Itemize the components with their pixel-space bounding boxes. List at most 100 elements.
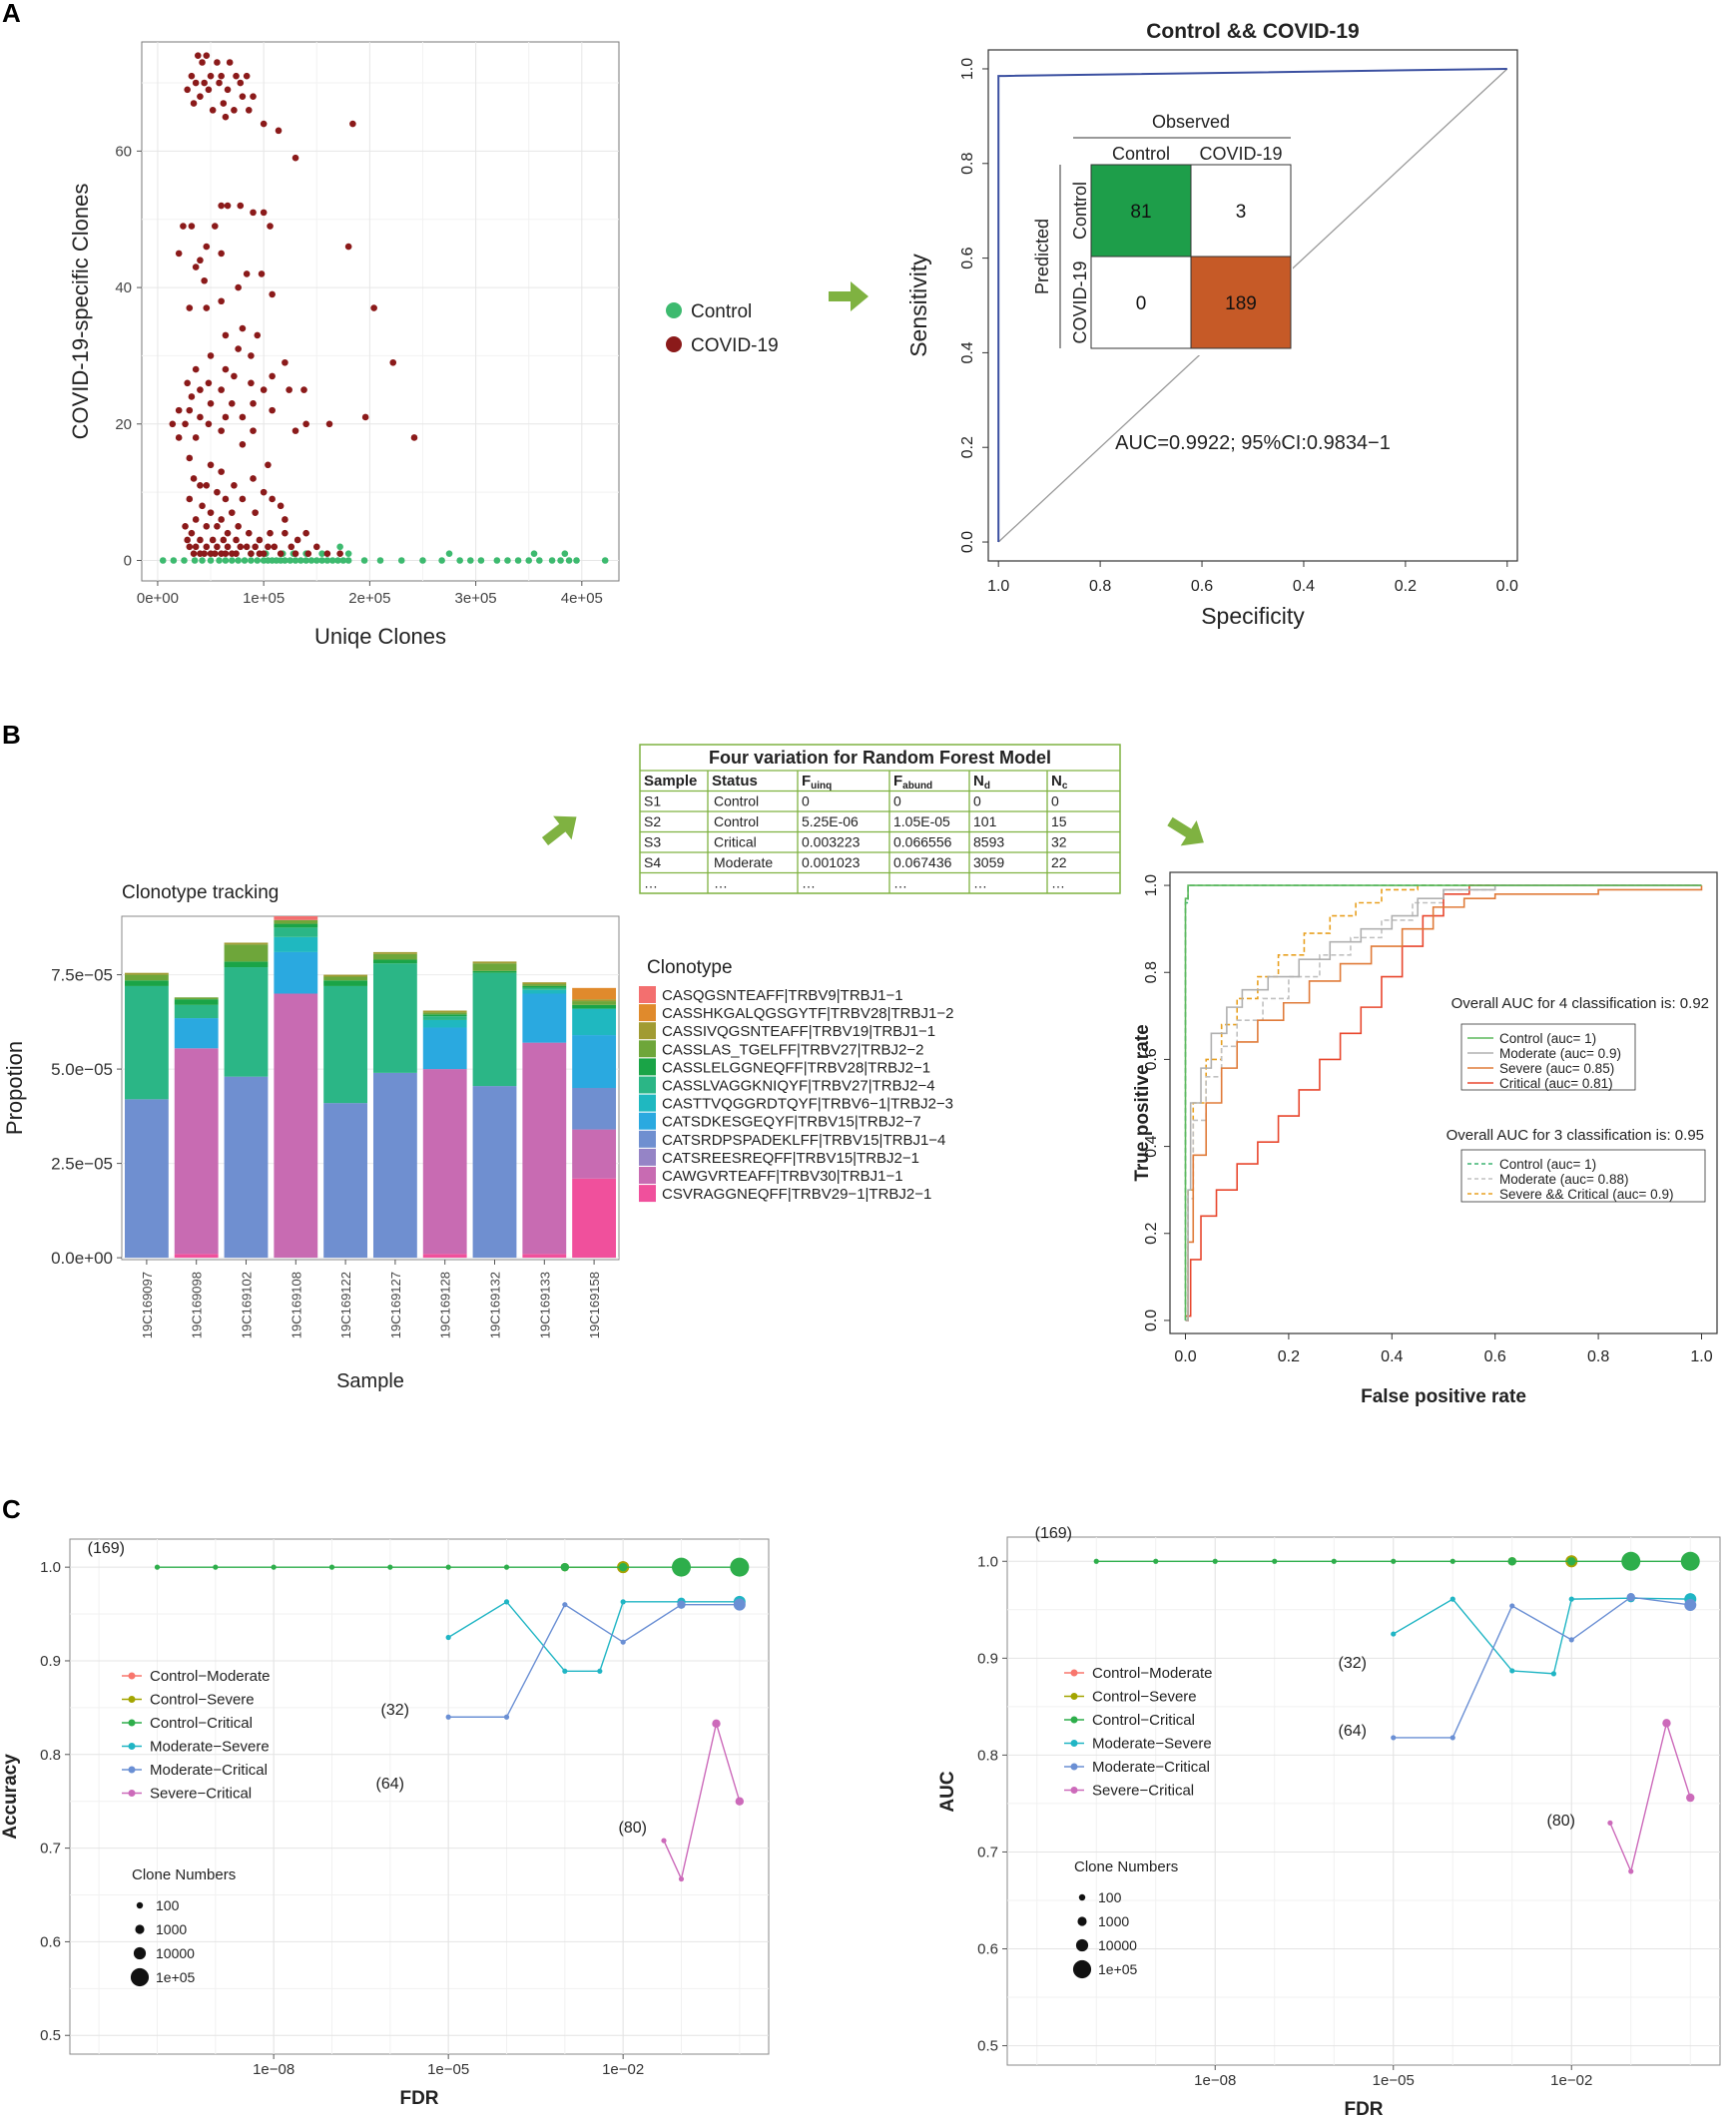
scatter-point-covid <box>205 379 213 387</box>
c-ytick-label: 1.0 <box>40 1559 61 1576</box>
scatter-point-covid <box>218 468 225 475</box>
roc2-xtick-label: 0.4 <box>1381 1348 1403 1365</box>
cm-row-label: Control <box>1070 182 1090 240</box>
scatter-point-covid <box>260 550 268 557</box>
bar-segment <box>472 970 517 973</box>
c-legend-label: Control−Severe <box>1092 1689 1197 1706</box>
c-ytick-label: 0.9 <box>977 1650 998 1667</box>
bar-segment <box>372 959 417 964</box>
scatter-point-control <box>318 557 325 564</box>
scatter-point-covid <box>277 550 285 557</box>
scatter-point-covid <box>205 420 213 428</box>
scatter-point-control <box>207 557 215 564</box>
bars-xtick-label: 19C169102 <box>240 1272 255 1338</box>
scatter-point-covid <box>248 550 255 557</box>
c-legend-label: Moderate−Critical <box>150 1762 268 1779</box>
c-legend-label: Control−Severe <box>150 1692 255 1709</box>
bars-legend-key <box>639 1022 656 1040</box>
c-size-legend-label: 10000 <box>1098 1937 1137 1953</box>
c-size-legend-key <box>135 1924 145 1934</box>
scatter-point-covid <box>197 482 204 489</box>
table-cell: 32 <box>1051 834 1067 850</box>
c-series-point <box>503 1564 510 1570</box>
bars-title: Clonotype tracking <box>122 882 279 903</box>
c-xtick-label: 1e−08 <box>1194 2072 1236 2089</box>
scatter-point-control <box>334 557 341 564</box>
scatter-point-covid <box>214 59 221 66</box>
bars-xtick-label: 19C169098 <box>190 1272 205 1338</box>
scatter-point-covid <box>277 502 285 510</box>
scatter-point-covid <box>269 290 276 298</box>
c-annotation: (169) <box>1035 1525 1072 1542</box>
table-cell: … <box>714 875 728 891</box>
c-series-point <box>1449 1596 1455 1602</box>
scatter-point-covid <box>252 543 259 551</box>
c-legend-key-dot <box>128 1766 136 1774</box>
c-series-line <box>1609 1720 1691 1874</box>
roc2-curve <box>1185 884 1702 1322</box>
scatter-point-covid <box>239 413 247 421</box>
scatter-point-control <box>216 557 223 564</box>
c-size-legend-key <box>1075 1938 1089 1952</box>
scatter-point-control <box>445 550 453 557</box>
scatter-point-control <box>241 557 249 564</box>
scatter-legend-label: COVID-19 <box>691 335 779 356</box>
bars-legend-key <box>639 1094 656 1112</box>
bars-legend-key <box>639 1004 656 1022</box>
c-ytick-label: 0.6 <box>977 1941 998 1958</box>
c-series-point <box>213 1564 219 1570</box>
scatter-point-covid <box>250 475 257 482</box>
scatter-point-covid <box>254 331 262 339</box>
scatter-point-covid <box>228 550 236 557</box>
c-ytick-label: 0.7 <box>977 1844 998 1860</box>
scatter-point-covid <box>175 406 183 414</box>
scatter-point-covid <box>235 345 242 352</box>
cm-cell <box>1190 164 1292 258</box>
scatter-point-covid <box>199 59 206 66</box>
arrow-b2 <box>1167 816 1204 846</box>
bar-segment <box>323 980 368 986</box>
bar-segment <box>522 984 567 986</box>
features-table: Four variation for Random Forest Model Sa… <box>639 744 1121 894</box>
c-series-point <box>328 1564 335 1570</box>
c-legend-key-dot <box>128 1719 136 1727</box>
roc1-xtick-label: 0.0 <box>1496 578 1518 595</box>
c-series-point <box>677 1600 686 1609</box>
scatter-point-covid <box>269 406 276 414</box>
arrow-b2-shape <box>1167 816 1204 846</box>
bar-segment <box>422 1254 467 1259</box>
bar-segment <box>572 999 617 1002</box>
table-cell: 0.067436 <box>893 854 952 870</box>
scatter-point-control <box>493 557 501 564</box>
scatter-point-covid <box>188 223 196 230</box>
scatter-point-covid <box>207 352 215 359</box>
table-cell: … <box>893 875 907 891</box>
c-series-point <box>620 1599 626 1605</box>
c-legend-label: Severe−Critical <box>1092 1783 1194 1800</box>
c-size-legend-key <box>130 1967 150 1987</box>
c-series-point <box>1212 1558 1218 1564</box>
bars-xtick-label: 19C169128 <box>438 1272 453 1338</box>
scatter-point-covid <box>248 352 255 359</box>
table-cell: S2 <box>644 813 661 829</box>
roc1-xlabel: Specificity <box>1201 603 1305 629</box>
table-header-subscript: c <box>1062 781 1068 792</box>
bar-segment <box>572 1008 617 1036</box>
scatter-point-covid <box>265 543 272 551</box>
bars-legend-label: CAWGVRTEAFF|TRBV30|TRBJ1−1 <box>662 1168 903 1185</box>
scatter-point-covid <box>214 543 221 551</box>
bar-segment <box>522 1254 567 1259</box>
c-xlabel: FDR <box>399 2088 438 2109</box>
c-ylabel: Accuracy <box>0 1754 21 1840</box>
c-series-point <box>271 1564 277 1570</box>
roc1-auc-annotation: AUC=0.9922; 95%CI:0.9834−1 <box>1115 432 1391 454</box>
scatter-point-covid <box>237 543 245 551</box>
bar-segment <box>323 985 368 1104</box>
roc1-ytick-label: 1.0 <box>959 58 976 80</box>
scatter-point-covid <box>312 543 320 551</box>
c-xlabel: FDR <box>1344 2099 1383 2120</box>
bar-segment <box>422 1016 467 1020</box>
bar-segment <box>522 987 567 990</box>
c-series-point <box>1509 1603 1515 1609</box>
